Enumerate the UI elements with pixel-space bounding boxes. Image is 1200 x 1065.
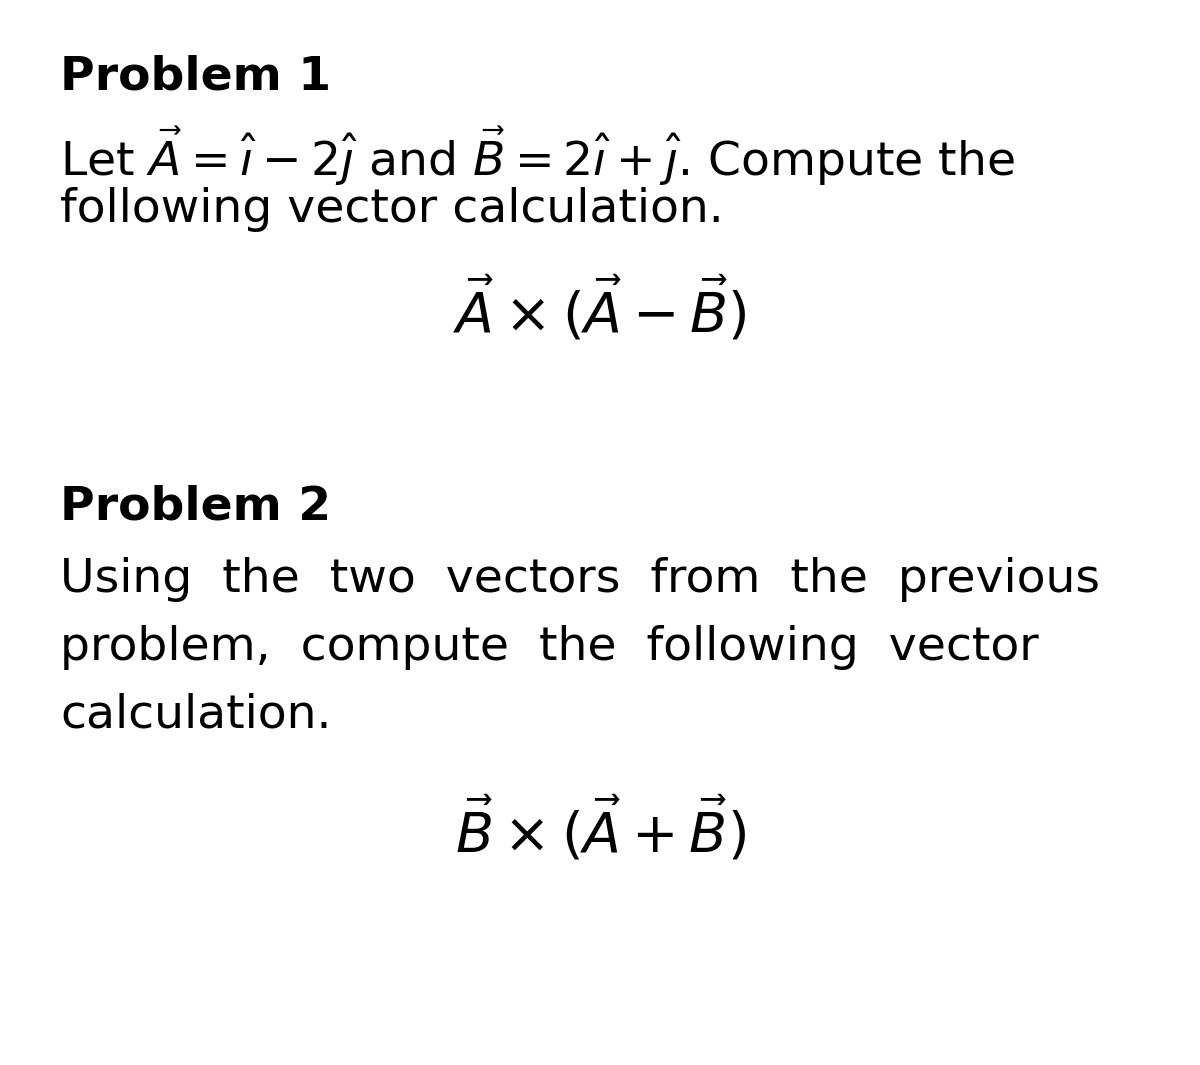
Text: Problem 2: Problem 2	[60, 485, 331, 530]
Text: Let $\vec{A} = \hat{\imath} - 2\hat{\jmath}$ and $\vec{B} = 2\hat{\imath} + \hat: Let $\vec{A} = \hat{\imath} - 2\hat{\jma…	[60, 125, 1015, 189]
Text: $\vec{B} \times (\vec{A} + \vec{B})$: $\vec{B} \times (\vec{A} + \vec{B})$	[455, 794, 745, 865]
Text: following vector calculation.: following vector calculation.	[60, 187, 724, 232]
Text: problem,  compute  the  following  vector: problem, compute the following vector	[60, 625, 1039, 670]
Text: calculation.: calculation.	[60, 693, 331, 738]
Text: Problem 1: Problem 1	[60, 55, 331, 100]
Text: $\vec{A} \times (\vec{A} - \vec{B})$: $\vec{A} \times (\vec{A} - \vec{B})$	[454, 275, 746, 344]
Text: Using  the  two  vectors  from  the  previous: Using the two vectors from the previous	[60, 557, 1100, 602]
